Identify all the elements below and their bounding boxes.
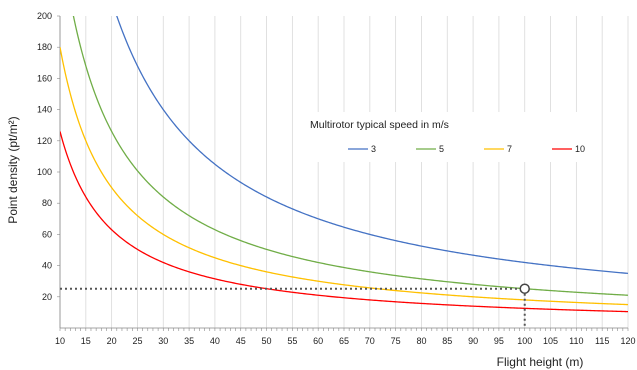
series-line-3 [116, 16, 628, 275]
x-tick-label: 115 [595, 336, 609, 346]
legend-label-3: 3 [371, 144, 376, 154]
x-tick-label: 15 [81, 336, 91, 346]
y-tick-label: 20 [42, 292, 52, 302]
x-tick-label: 45 [236, 336, 246, 346]
x-tick-label: 65 [339, 336, 349, 346]
grid-layer [59, 16, 629, 328]
legend-label-5: 5 [439, 144, 444, 154]
y-axis-title: Point density (pt/m²) [6, 116, 20, 223]
series-line-10 [60, 131, 628, 313]
x-tick-label: 40 [210, 336, 220, 346]
y-tick-label: 100 [37, 167, 52, 177]
legend-title: Multirotor typical speed in m/s [310, 119, 449, 131]
annotation-marker [519, 283, 530, 294]
x-tick-label: 120 [620, 336, 635, 346]
y-tick-label: 140 [37, 105, 52, 115]
x-tick-label: 85 [442, 336, 452, 346]
y-tick-label: 180 [37, 42, 52, 52]
legend-label-7: 7 [507, 144, 512, 154]
legend-box [296, 112, 588, 162]
x-tick-label: 55 [287, 336, 297, 346]
y-tick-label: 40 [42, 261, 52, 271]
axis-layer: 10 15 20 25 30 35 40 45 50 55 60 65 70 75 80 85 90 95 100 1… [37, 11, 636, 346]
x-tick-label: 20 [107, 336, 117, 346]
legend-label-10: 10 [575, 144, 585, 154]
x-tick-label: 35 [184, 336, 194, 346]
series-line-5 [72, 16, 628, 296]
x-tick-label: 30 [158, 336, 168, 346]
x-tick-label: 75 [391, 336, 401, 346]
x-axis-title: Flight height (m) [497, 355, 584, 369]
series-layer [60, 16, 628, 313]
x-tick-label: 80 [416, 336, 426, 346]
x-tick-label: 10 [55, 336, 65, 346]
x-tick-label: 25 [132, 336, 142, 346]
annotation-layer [60, 283, 530, 328]
legend: Multirotor typical speed in m/s 3 5 7 10 [296, 112, 588, 162]
x-tick-label: 105 [543, 336, 558, 346]
x-tick-label: 95 [494, 336, 504, 346]
series-line-7 [60, 47, 628, 306]
y-tick-label: 160 [37, 73, 52, 83]
x-tick-label: 90 [468, 336, 478, 346]
x-tick-label: 100 [517, 336, 532, 346]
y-tick-label: 120 [37, 136, 52, 146]
x-tick-label: 110 [569, 336, 583, 346]
y-tick-label: 200 [37, 11, 52, 21]
y-tick-label: 60 [42, 229, 52, 239]
y-tick-label: 80 [42, 198, 52, 208]
x-tick-label: 70 [365, 336, 375, 346]
x-tick-label: 50 [262, 336, 272, 346]
x-tick-label: 60 [313, 336, 323, 346]
